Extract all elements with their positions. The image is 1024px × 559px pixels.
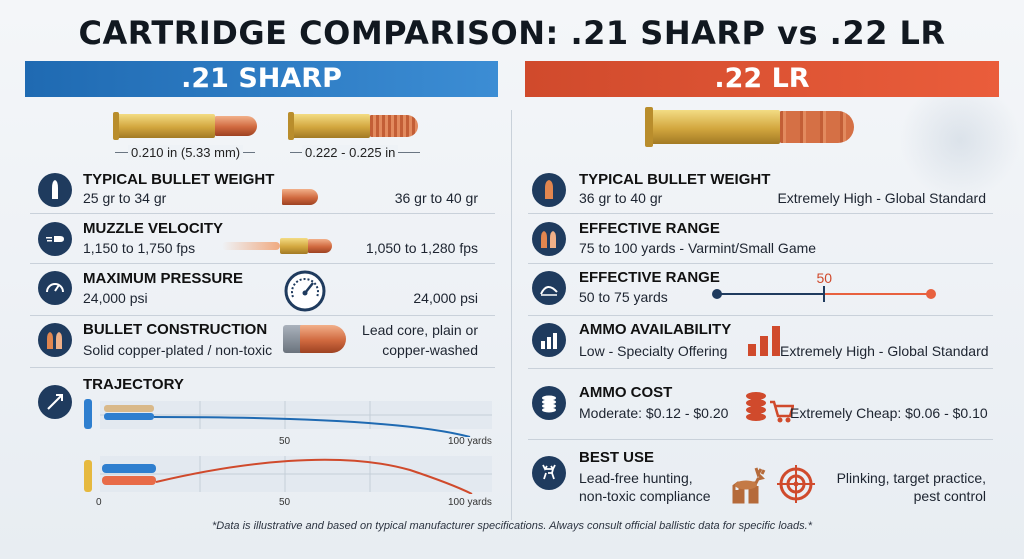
traj-top-tick-50: 50	[279, 436, 291, 447]
right-row1-value: 36 gr to 40 gr	[579, 190, 663, 206]
traj-top-tick-100: 100 yards	[448, 436, 492, 447]
left-row4-compare-2: copper-washed	[382, 342, 478, 358]
trajectory-chart-bottom	[80, 452, 500, 495]
divider	[30, 263, 495, 264]
bullet-icon	[532, 173, 566, 207]
right-row6-label: BEST USE	[579, 449, 655, 466]
left-row3-label: MAXIMUM PRESSURE	[83, 270, 244, 287]
divider	[30, 315, 495, 316]
right-row1-label: TYPICAL BULLET WEIGHT	[579, 171, 771, 188]
coins-cart-image	[744, 388, 795, 424]
left-row1-value: 25 gr to 34 gr	[83, 190, 167, 206]
footnote: *Data is illustrative and based on typic…	[212, 520, 812, 532]
right-row1-compare: Extremely High - Global Standard	[777, 190, 986, 206]
bullet-small-image	[282, 189, 318, 205]
coins-icon	[532, 386, 566, 420]
divider	[528, 368, 993, 369]
bullets-icon	[38, 323, 72, 357]
dim-b: 0.222 - 0.225 in	[302, 145, 399, 160]
gauge-icon	[38, 271, 72, 305]
left-row1-label: TYPICAL BULLET WEIGHT	[83, 171, 275, 188]
divider	[30, 367, 495, 368]
page-title: CARTRIDGE COMPARISON: .21 SHARP vs .22 L…	[78, 14, 946, 52]
right-row4-value: Low - Specialty Offering	[579, 343, 728, 359]
left-row2-value: 1,150 to 1,750 fps	[83, 240, 196, 256]
traj-bottom-tick-50: 50	[279, 497, 291, 508]
left-row5-label: TRAJECTORY	[83, 376, 184, 393]
left-row4-value: Solid copper-plated / non-toxic	[83, 342, 273, 358]
right-row2-label: EFFECTIVE RANGE	[579, 220, 720, 237]
left-row3-value: 24,000 psi	[83, 290, 148, 306]
left-row1-compare: 36 gr to 40 gr	[394, 190, 478, 206]
divider	[528, 315, 993, 316]
left-row4-compare-1: Lead core, plain or	[362, 322, 478, 338]
bullets-icon	[532, 222, 566, 256]
traj-bottom-tick-100: 100 yards	[448, 497, 492, 508]
right-row6-value-1: Lead-free hunting,	[579, 470, 693, 486]
dim-a: 0.210 in (5.33 mm)	[128, 145, 244, 160]
left-row4-label: BULLET CONSTRUCTION	[83, 321, 268, 338]
right-row4-compare: Extremely High - Global Standard	[780, 343, 989, 359]
gauge-image	[284, 270, 326, 312]
right-row4-label: AMMO AVAILABILITY	[579, 321, 732, 338]
range-slider-value: 50	[816, 270, 833, 286]
left-row2-label: MUZZLE VELOCITY	[83, 220, 223, 237]
left-row2-compare: 1,050 to 1,280 fps	[365, 240, 478, 256]
bar-chart-icon	[532, 323, 566, 357]
right-row3-label: EFFECTIVE RANGE	[579, 269, 720, 286]
divider	[528, 439, 993, 440]
column-divider	[511, 110, 512, 520]
right-row3-value: 50 to 75 yards	[579, 289, 668, 305]
target-image	[776, 464, 816, 504]
right-column-header: .22 LR	[525, 61, 999, 97]
divider	[528, 263, 993, 264]
deer-icon	[532, 456, 566, 490]
traj-bottom-tick-0: 0	[96, 497, 102, 508]
trajectory-icon	[38, 385, 72, 419]
right-row6-compare-2: pest control	[913, 488, 986, 504]
speed-bullet-icon	[38, 222, 72, 256]
curve-icon	[532, 271, 566, 305]
right-row5-value: Moderate: $0.12 - $0.20	[579, 405, 729, 421]
bullet-icon	[38, 173, 72, 207]
trajectory-chart-top	[80, 397, 500, 438]
divider	[528, 213, 993, 214]
left-row3-compare: 24,000 psi	[413, 290, 478, 306]
bar-chart-image	[746, 322, 782, 358]
right-row6-compare-1: Plinking, target practice,	[836, 470, 986, 486]
deer-image	[728, 464, 772, 504]
range-slider: 50	[712, 268, 937, 304]
right-row5-label: AMMO COST	[579, 384, 673, 401]
left-column-header: .21 SHARP	[25, 61, 498, 97]
right-row5-compare: Extremely Cheap: $0.06 - $0.10	[790, 405, 988, 421]
right-row2-value: 75 to 100 yards - Varmint/Small Game	[579, 240, 817, 256]
right-row6-value-2: non-toxic compliance	[579, 488, 711, 504]
divider	[30, 213, 495, 214]
